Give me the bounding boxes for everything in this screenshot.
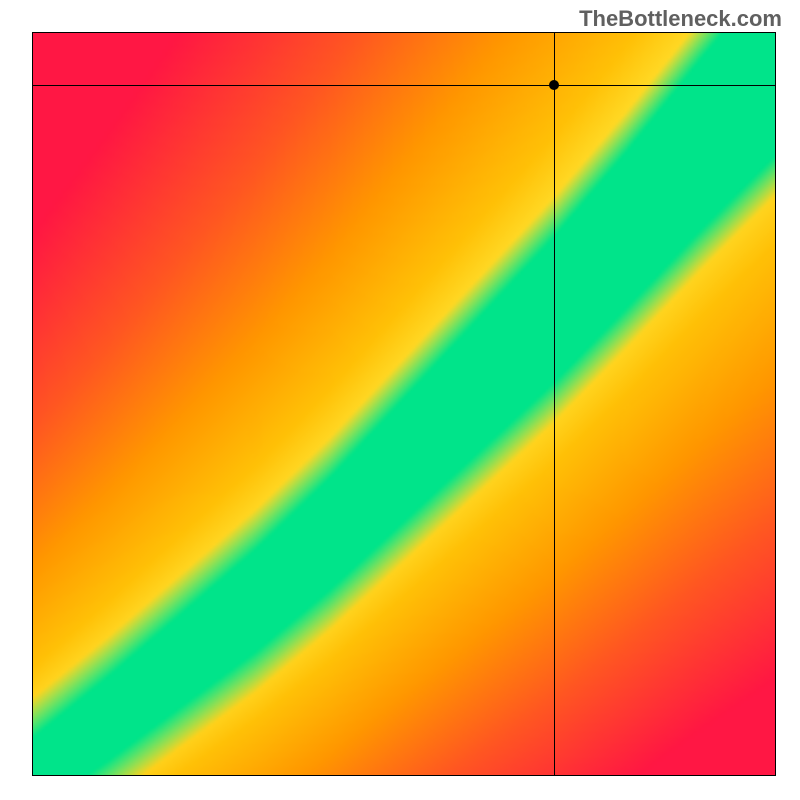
bottleneck-heatmap <box>32 32 776 776</box>
intersection-marker <box>549 80 559 90</box>
crosshair-horizontal <box>33 85 775 86</box>
crosshair-vertical <box>554 33 555 775</box>
heatmap-canvas <box>33 33 775 775</box>
watermark-text: TheBottleneck.com <box>579 6 782 32</box>
